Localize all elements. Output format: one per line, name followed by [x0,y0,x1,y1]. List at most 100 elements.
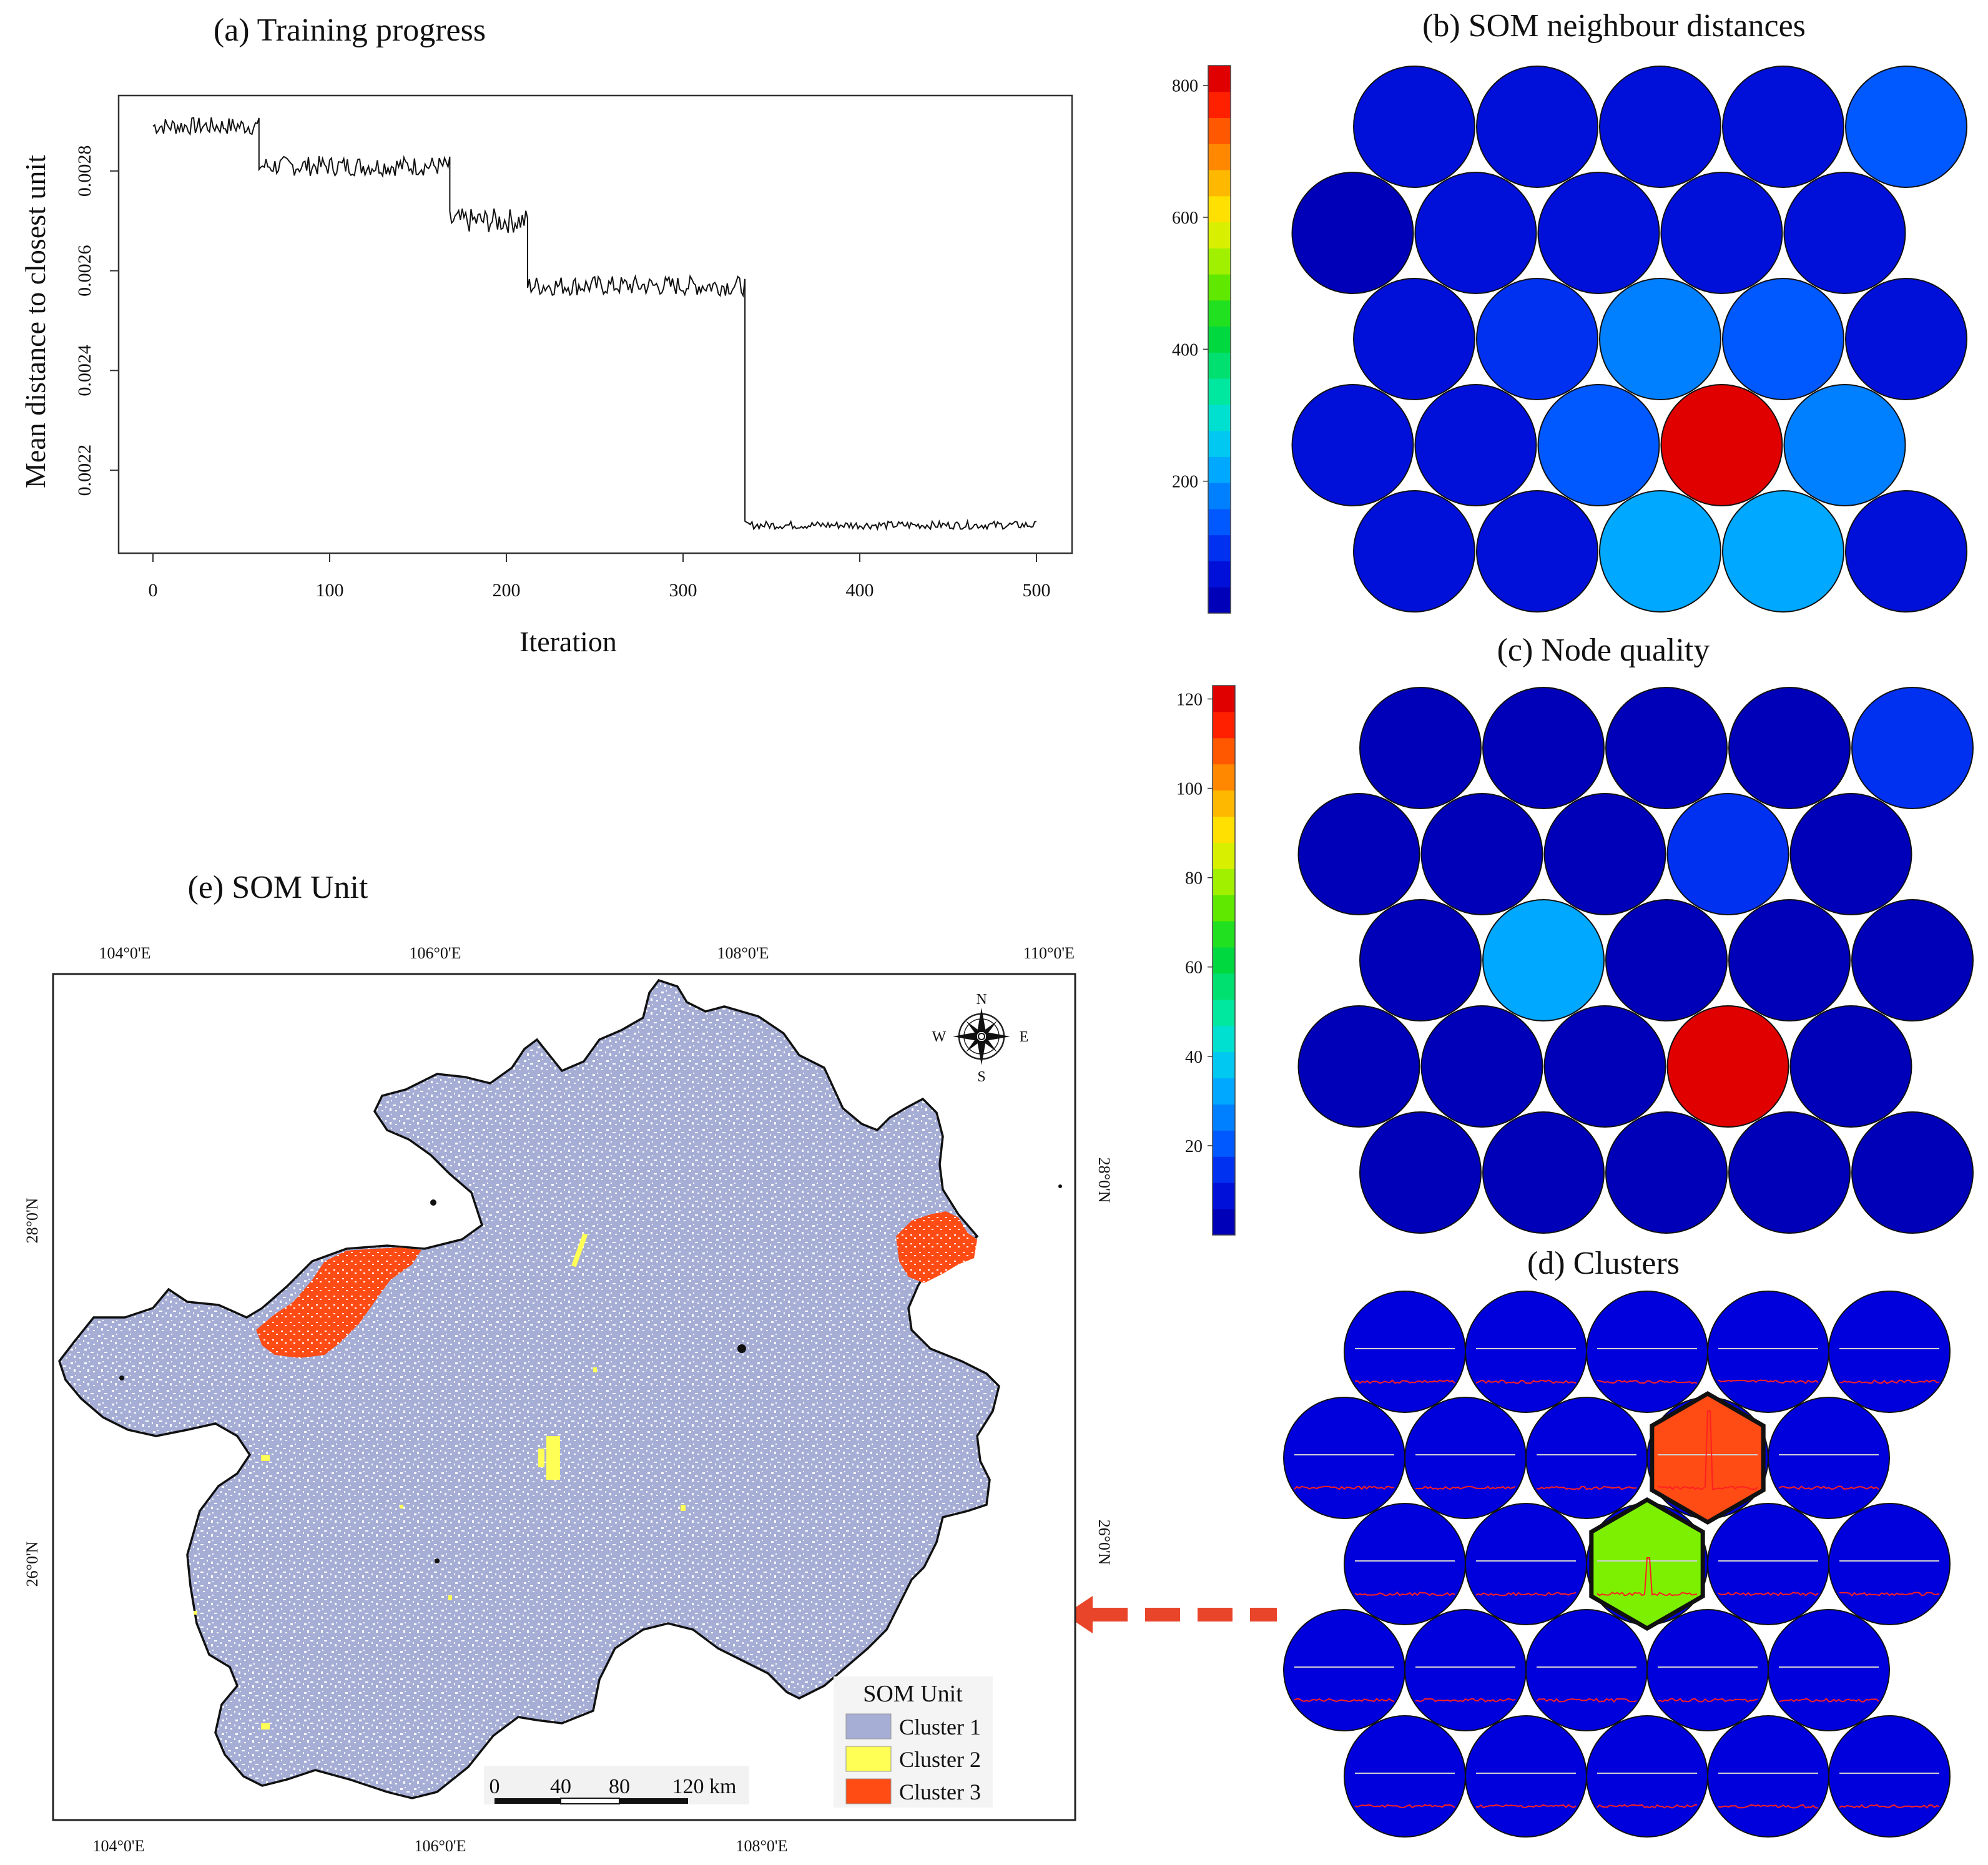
cluster-node [1586,1715,1708,1838]
cluster-node [1828,1291,1951,1413]
codebook-profile-line [1597,1804,1698,1809]
codebook-profile-line [1839,1379,1940,1384]
codebook-profile-line [1718,1379,1819,1384]
top-lon-label: 110°0'E [1023,944,1075,962]
compass: N S E W [932,992,1029,1085]
x-tick-label: 100 [316,580,344,601]
som-node [1722,66,1844,188]
legend-swatch-cluster3 [845,1778,892,1804]
colorbar-swatch [1213,999,1235,1026]
colorbar-swatch [1213,686,1235,712]
som-node [1291,384,1414,506]
codebook-profile-line [1536,1698,1637,1703]
som-node [1482,1111,1605,1234]
colorbar-tick-label: 200 [1172,473,1198,492]
som-node [1353,278,1475,400]
colorbar-swatch [1213,711,1235,739]
panel-d-node-grid [1283,1291,1951,1838]
som-node [1537,384,1660,506]
colorbar-swatch [1208,352,1231,379]
panel-b: (b) SOM neighbour distances 200 400 600 800 [1172,8,1967,614]
som-node [1845,66,1967,188]
y-tick-label: 0.0022 [74,445,95,496]
colorbar-swatch [1213,895,1235,922]
cluster-node [1586,1291,1708,1413]
som-node [1851,687,1974,809]
colorbar-swatch [1208,195,1231,223]
som-node [1420,793,1543,915]
scale-label: 40 [550,1775,571,1798]
som-node [1722,490,1844,613]
som-node [1728,1111,1851,1234]
som-node [1851,899,1974,1021]
colorbar-tick-label: 400 [1172,340,1198,360]
cluster-node [1465,1291,1587,1413]
codebook-profile-line [1597,1379,1698,1384]
colorbar-tick-label: 40 [1185,1048,1203,1067]
right-lat-label: 26°0'N [1095,1520,1113,1565]
som-node [1728,899,1851,1021]
colorbar-tick-label: 800 [1172,77,1198,96]
compass-n: N [976,992,987,1008]
cluster3-region-west [256,1247,421,1358]
som-node [1605,899,1728,1021]
scale-label: 120 km [672,1775,737,1798]
colorbar-swatch [1208,300,1231,327]
colorbar-swatch [1208,587,1231,614]
codebook-profile-line [1536,1485,1637,1490]
som-node [1666,1005,1789,1128]
panel-a-y-axis: 0.0022 0.0024 0.0026 0.0028 [74,145,119,496]
som-node [1414,384,1537,506]
cluster3-region-east [896,1211,977,1283]
legend-label-cluster1: Cluster 1 [899,1715,981,1740]
som-node [1783,172,1906,294]
colorbar-swatch [1208,66,1231,92]
legend-swatch-cluster2 [845,1746,892,1772]
legend-label-cluster2: Cluster 2 [899,1747,981,1772]
map-legend: SOM Unit Cluster 1 Cluster 2 Cluster 3 [834,1676,993,1808]
colorbar-swatch [1213,1078,1235,1105]
colorbar-swatch [1213,1051,1235,1079]
colorbar-swatch [1208,430,1231,457]
codebook-profile-line [1718,1592,1819,1597]
som-node [1783,384,1906,506]
map-graticule-labels: 104°0'E 106°0'E 108°0'E 110°0'E 104°0'E … [23,944,1113,1855]
colorbar-swatch [1213,947,1235,974]
cluster-node [1344,1503,1466,1625]
panel-a-x-label: Iteration [519,626,617,657]
panel-a-y-label: Mean distance to closest unit [19,155,51,488]
panel-c-title: (c) Node quality [1497,632,1710,668]
codebook-profile-line [1657,1410,1758,1490]
cluster-3-hexagon [1650,1390,1766,1525]
codebook-profile-line [1475,1804,1577,1809]
som-node [1482,899,1605,1021]
som-node [1666,793,1789,915]
codebook-profile-line [1778,1485,1879,1490]
colorbar-swatch [1213,816,1235,843]
codebook-profile-line [1354,1804,1455,1809]
som-node [1605,1111,1728,1234]
y-tick-label: 0.0028 [74,145,95,197]
som-node [1482,687,1605,809]
cluster-node [1344,1715,1466,1838]
cluster-node [1768,1609,1890,1731]
cluster2-specks [194,1233,686,1730]
som-node [1414,172,1537,294]
som-node [1476,278,1598,400]
som-node [1476,490,1598,613]
som-node [1599,66,1721,188]
training-progress-line [152,117,1037,531]
codebook-profile-line [1597,1557,1698,1597]
top-lon-label: 104°0'E [99,944,151,962]
colorbar-swatch [1208,117,1231,144]
cluster-node [1525,1609,1648,1731]
som-node [1291,172,1414,294]
compass-north-arrow [977,1008,986,1032]
codebook-profile-line [1354,1592,1455,1597]
x-tick-label: 200 [493,580,521,601]
colorbar-swatch [1208,534,1231,561]
som-node [1599,278,1721,400]
som-node [1297,1005,1420,1128]
bottom-lon-label: 104°0'E [93,1837,145,1855]
